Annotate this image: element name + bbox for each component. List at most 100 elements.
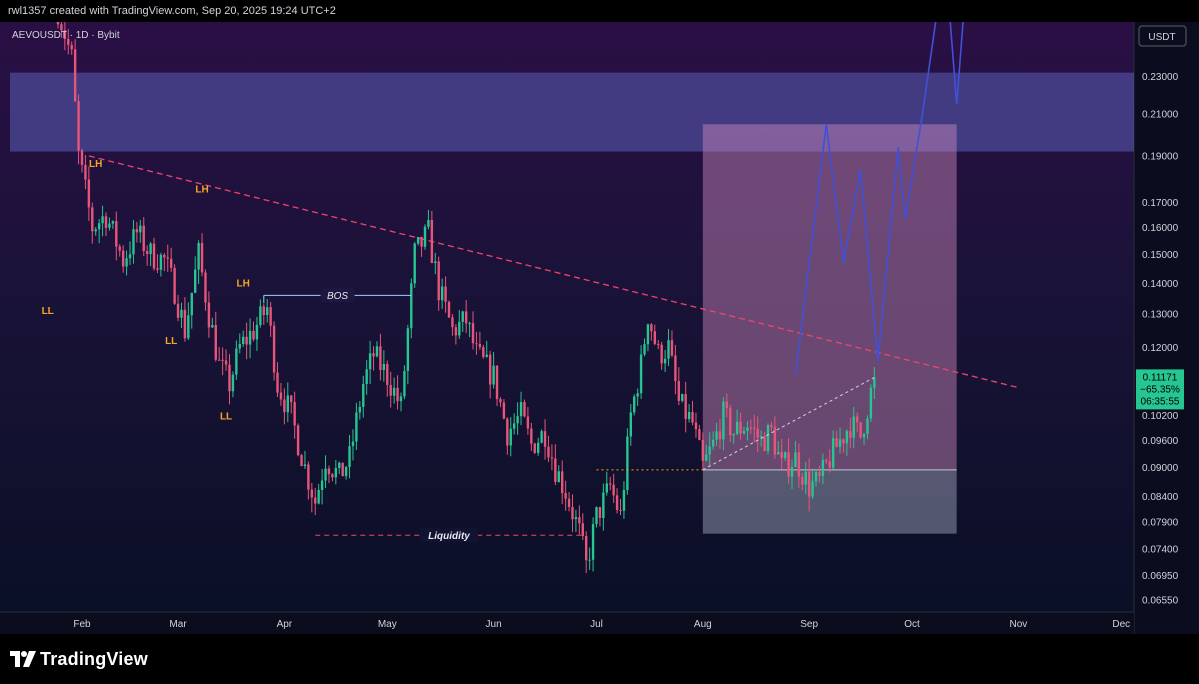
candle-body	[523, 402, 526, 417]
time-axis[interactable]: Feb Mar Apr May Jun Jul Aug Sep Oct Nov Dec	[73, 619, 1130, 630]
candle-body	[248, 330, 252, 345]
candle-body	[348, 446, 351, 468]
candle-body	[101, 216, 104, 224]
candle-body	[807, 471, 811, 497]
currency-button[interactable]	[1138, 25, 1187, 47]
candle-body	[406, 328, 410, 371]
candle-body	[677, 381, 681, 401]
candle-body	[670, 340, 674, 356]
candle-body	[711, 439, 715, 447]
price-tick-label: 0.08400	[1142, 492, 1179, 503]
price-tick-label: 0.19000	[1142, 151, 1179, 162]
candle-body	[873, 377, 876, 388]
candle-body	[262, 306, 265, 316]
candle-body	[773, 427, 777, 455]
candle-body	[73, 49, 77, 102]
price-axis[interactable]: 0.23000 0.21000 0.19000 0.17000 0.16000 0.150…	[1142, 72, 1179, 607]
candle-body	[320, 480, 324, 490]
candle-body	[777, 452, 780, 455]
price-tick-label: 0.07400	[1142, 545, 1179, 556]
price-tick-label: 0.09600	[1142, 436, 1179, 447]
candle-body	[355, 412, 358, 442]
price-tick-label: 0.10200	[1142, 411, 1179, 422]
candle-body	[499, 399, 502, 403]
candle-body	[252, 330, 255, 340]
candle-body	[663, 358, 667, 364]
candle-body	[283, 399, 286, 413]
candle-body	[458, 321, 461, 336]
candle-body	[835, 438, 838, 448]
candle-body	[156, 268, 159, 270]
candle-body	[557, 471, 560, 483]
candle-body	[310, 489, 314, 498]
candle-body	[80, 150, 84, 165]
candle-body	[221, 359, 224, 361]
candle-body	[382, 363, 386, 371]
candle-body	[852, 416, 855, 438]
candle-body	[605, 483, 608, 493]
candle-body	[619, 509, 622, 511]
candle-body	[365, 369, 368, 384]
candle-body	[633, 396, 636, 413]
candle-body	[478, 343, 482, 348]
candle-body	[831, 438, 835, 468]
symbol-label: AEVOUSDT · 1D · Bybit	[12, 30, 120, 41]
candle-body	[94, 229, 97, 232]
candle-body	[416, 236, 420, 244]
price-tick-label: 0.07900	[1142, 517, 1179, 528]
candle-body	[609, 483, 612, 485]
price-tick-label: 0.23000	[1142, 72, 1179, 83]
price-tick-label: 0.13000	[1142, 310, 1179, 321]
chart[interactable]: BOS Liquidity LH LH LH LL LL LL 0.23000 0.2100…	[0, 22, 1199, 634]
candle-body	[218, 359, 221, 361]
candle-body	[60, 24, 63, 31]
swing-label-lh: LH	[237, 278, 250, 289]
candle-body	[742, 431, 746, 434]
candle-body	[303, 464, 307, 467]
candle-body	[242, 336, 245, 345]
tradingview-logo[interactable]: TradingView	[10, 648, 148, 670]
candle-body	[512, 423, 516, 429]
candle-body	[235, 348, 238, 375]
candle-body	[722, 401, 725, 440]
candle-body	[578, 517, 581, 524]
price-tick-label: 0.21000	[1142, 110, 1179, 121]
candle-body	[70, 44, 73, 50]
candle-body	[581, 523, 584, 536]
candle-body	[97, 223, 101, 230]
candle-body	[272, 325, 276, 373]
candle-body	[756, 428, 759, 438]
candle-body	[729, 408, 732, 436]
candle-body	[869, 387, 873, 419]
candle-body	[358, 406, 362, 413]
candle-body	[612, 484, 615, 496]
candle-body	[317, 489, 320, 504]
candle-body	[564, 493, 567, 499]
candle-body	[135, 229, 139, 233]
candle-body	[554, 458, 557, 483]
time-tick-label: Apr	[277, 619, 293, 630]
candle-body	[770, 425, 773, 428]
candle-body	[324, 468, 327, 481]
candle-body	[296, 425, 300, 456]
candle-body	[471, 323, 475, 344]
candle-body	[149, 243, 152, 255]
candle-body	[626, 436, 629, 491]
target-box	[702, 124, 957, 470]
candle-body	[245, 336, 248, 345]
liquidity-label: Liquidity	[428, 531, 470, 542]
candle-body	[327, 468, 331, 475]
candle-body	[399, 396, 403, 402]
time-tick-label: Nov	[1009, 619, 1027, 630]
candle-body	[694, 422, 698, 430]
candle-body	[550, 457, 554, 459]
candle-body	[574, 517, 578, 520]
candle-body	[801, 476, 804, 485]
candle-body	[121, 250, 125, 267]
candle-body	[667, 340, 670, 359]
candle-body	[413, 243, 416, 284]
candle-body	[821, 459, 825, 476]
candle-body	[87, 179, 91, 208]
candle-body	[691, 412, 694, 423]
candle-body	[307, 464, 310, 490]
